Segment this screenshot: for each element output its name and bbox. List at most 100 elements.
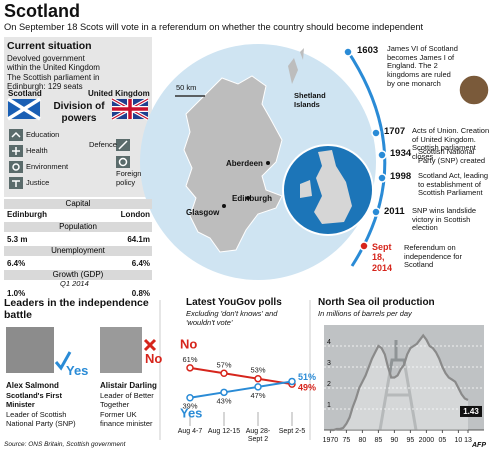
poll-point [186, 394, 194, 402]
photo [6, 327, 54, 373]
division-title: Division of powers [53, 101, 105, 124]
section-title: Leaders in the independence battle [4, 297, 149, 322]
table-row-label: Unemployment [4, 246, 152, 256]
x-tick-label: 80 [359, 437, 367, 444]
x-tick-label: Aug 4-7 [177, 428, 203, 435]
cell: 1.0% [7, 289, 26, 298]
y-tick-label: 1 [327, 402, 331, 409]
flag-label: Scotland [8, 89, 42, 98]
value-label: 57% [216, 360, 231, 369]
timeline-date: 1934 [390, 148, 412, 159]
leader-role: Leader of Better Together [100, 391, 154, 409]
x-tick-label: 75 [343, 437, 351, 444]
value-label: 39% [182, 402, 197, 411]
timeline-text: Acts of Union. Creation of United Kingdo… [412, 126, 490, 161]
rig-drawing [378, 340, 418, 431]
timeline-date: 2011 [384, 206, 405, 217]
end-label-box [460, 405, 482, 417]
cell: Edinburgh [7, 210, 47, 219]
timeline-date: 1998 [390, 171, 412, 182]
value-label: 49% [298, 383, 316, 393]
section-title: Current situation [7, 40, 92, 52]
scotland-flag [7, 97, 41, 121]
shetland [288, 48, 304, 84]
power: Education [26, 130, 60, 139]
legend-label: No [180, 336, 197, 351]
value-label: 51% [298, 372, 316, 382]
cell: 5.3 m [7, 235, 28, 244]
subtitle: On September 18 Scots will vote in a ref… [4, 22, 424, 32]
text: Devolved government within the United Ki… [7, 54, 100, 73]
table-row-label: Population [4, 222, 152, 232]
cell: 64.1m [127, 235, 150, 244]
poll-point [220, 388, 228, 397]
x-tick-label: Aug 12-15 [207, 428, 241, 435]
text: The Scottish parliament in Edinburgh: 12… [7, 73, 100, 92]
power: Justice [26, 178, 50, 187]
poll-point [254, 374, 262, 383]
timeline-text: SNP wins landslide victory in Scottish e… [412, 206, 477, 233]
y-tick-label: 2 [327, 381, 331, 388]
map-label: Glasgow [186, 208, 220, 217]
timeline-date: 1707 [384, 126, 406, 137]
source: Source: ONS Britain, Scottish government [4, 441, 126, 448]
leader-name: Alex Salmond [6, 381, 59, 390]
leader-detail: Leader of Scottish National Party (SNP) [6, 410, 76, 428]
timeline-text: Scotland Act, leading to establishment o… [418, 171, 489, 198]
chart-title: Latest YouGov polls [186, 297, 282, 308]
photo [100, 327, 142, 373]
power: Environment [26, 162, 69, 171]
chart-subtitle: In millions of barrels per day [318, 309, 412, 318]
timeline-arc [345, 49, 387, 267]
x-tick-label: Aug 28-Sept 2 [245, 428, 271, 444]
x-tick-label: 05 [439, 437, 447, 444]
legend-label: Yes [180, 405, 202, 420]
city-dot [246, 196, 250, 200]
power: Health [26, 146, 48, 155]
x-tick-label: 90 [391, 437, 399, 444]
poll-point [220, 369, 228, 378]
timeline-date: 1603 [357, 45, 379, 56]
y-tick-label: 3 [327, 360, 331, 367]
credit: AFP [472, 442, 486, 449]
x-tick-label: 85 [375, 437, 383, 444]
cell: 0.8% [131, 289, 150, 298]
portrait [458, 74, 490, 106]
end-label: 1.43 [463, 407, 479, 416]
poll-line [189, 366, 293, 386]
note: Q1 2014 [60, 279, 89, 288]
table-row-label: Capital [4, 199, 152, 209]
cell: 6.4% [131, 259, 150, 268]
area-fill [330, 335, 468, 430]
y-tick-label: 4 [327, 339, 331, 346]
poll-point [254, 383, 262, 391]
timeline-dots [343, 47, 387, 217]
timeline-text: Scottish National Party (SNP) created [418, 147, 486, 165]
check-mark [54, 351, 72, 371]
value-label: 53% [250, 366, 265, 375]
cross-mark [143, 338, 157, 352]
leader-name: Alistair Darling [100, 381, 157, 390]
x-tick-label: 10 [455, 437, 463, 444]
poll-line [189, 380, 293, 399]
timeline-text: James VI of Scotland becomes James I of … [387, 44, 458, 88]
chart-subtitle: Excluding 'don't knows' and 'wouldn't vo… [186, 309, 278, 327]
map-label: 50 km [176, 83, 197, 92]
power-icon-symbols [11, 131, 128, 187]
x-tick-label: 95 [407, 437, 415, 444]
cell: 6.4% [7, 259, 26, 268]
cell: London [120, 210, 150, 219]
vote: No [145, 351, 163, 366]
city-dot [222, 204, 226, 208]
production-line [330, 333, 469, 432]
city-dot [266, 161, 270, 165]
value-label: 43% [216, 396, 231, 405]
poll-point [288, 377, 296, 386]
leader-detail: Former UK finance minister [100, 410, 153, 428]
timeline-dot-referendum [359, 241, 369, 251]
leader-role: Scotland's First Minister [6, 391, 62, 409]
timeline-text: Referendum on independence for Scotland [404, 243, 462, 270]
vote: Yes [66, 363, 89, 378]
